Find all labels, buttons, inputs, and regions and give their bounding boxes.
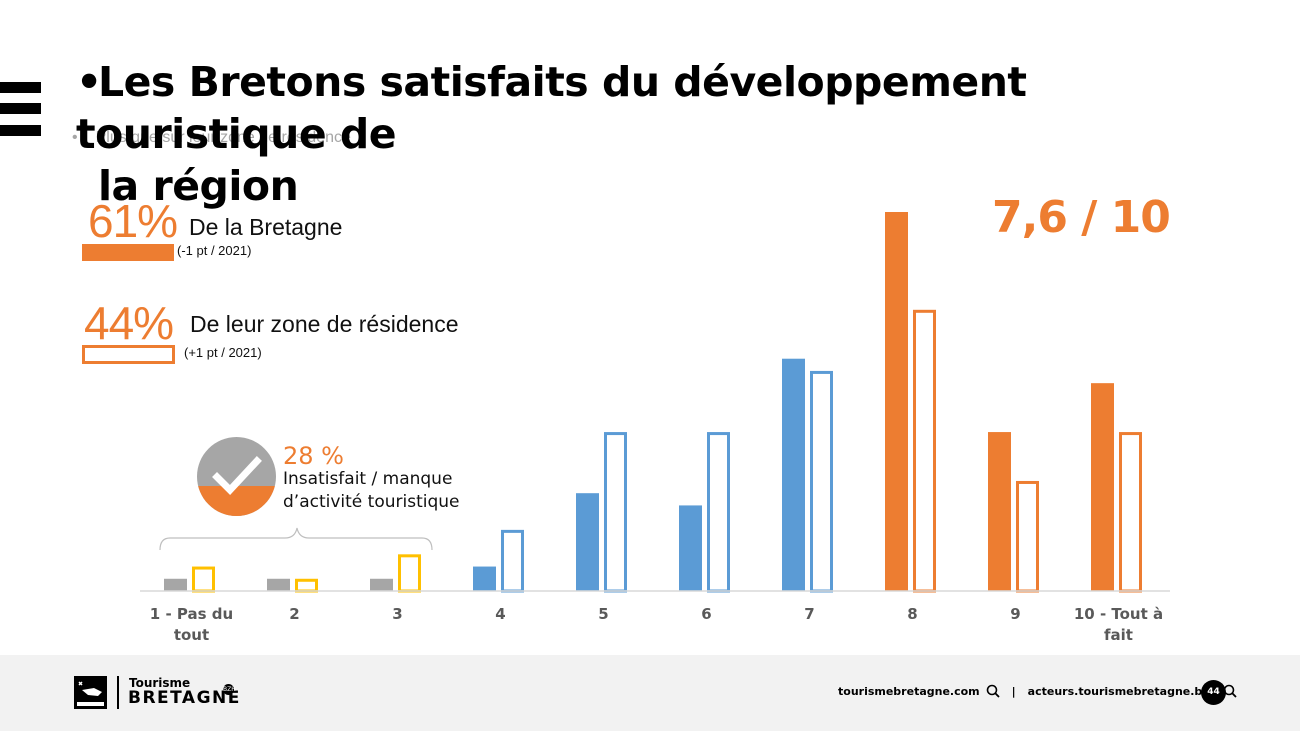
- stat-delta: (+1 pt / 2021): [184, 345, 262, 360]
- legend-swatch-outline: [82, 345, 175, 364]
- bar-bretagne-2: [267, 578, 290, 591]
- callout-text: Insatisfait / manque d’activité touristi…: [283, 468, 459, 514]
- footer: [0, 655, 1300, 731]
- link-tourismebretagne[interactable]: tourismebretagne.com: [838, 684, 980, 698]
- bar-bretagne-6: [679, 505, 702, 591]
- x-tick-label: 8: [907, 605, 917, 623]
- bar-bretagne-7: [782, 358, 805, 591]
- stat-value: 44%: [84, 297, 174, 349]
- satisfaction-chart: 1 - Pas du tout 2 3 4 5 6 7 8 9 10 - Tout à fait: [140, 212, 1170, 644]
- bar-zone-residence-4: [501, 529, 524, 593]
- footer-links: tourismebretagne.com | acteurs.tourismeb…: [838, 684, 1237, 698]
- subtitle-text: Plus que sur leur zone de résidence: [95, 129, 351, 146]
- bar-zone-residence-3: [398, 554, 421, 593]
- link-acteurs[interactable]: acteurs.tourismebretagne.bzh: [1027, 684, 1217, 698]
- bar-zone-residence-9: [1016, 480, 1039, 593]
- brace-low-scores: [159, 527, 433, 551]
- title-line-1: Les Bretons satisfaits du développement …: [76, 58, 1027, 158]
- x-tick-label: 6: [701, 605, 711, 623]
- bar-bretagne-10: [1091, 383, 1114, 591]
- region-bretagne-logo[interactable]: [74, 676, 107, 709]
- title-bullet: •: [76, 58, 102, 106]
- slide-subtitle: • Plus que sur leur zone de résidence: [72, 129, 351, 147]
- slide-title: •Les Bretons satisfaits du développement…: [76, 56, 1256, 212]
- bar-bretagne-4: [473, 566, 496, 591]
- x-tick-label: 3: [392, 605, 402, 623]
- bar-bretagne-5: [576, 493, 599, 591]
- hamburger-icon[interactable]: [0, 82, 41, 136]
- callout-text-line-1: Insatisfait / manque: [283, 469, 453, 489]
- page-number: 44: [1201, 680, 1226, 705]
- search-icon[interactable]: [986, 684, 1000, 698]
- bar-bretagne-9: [988, 432, 1011, 591]
- average-score: 7,6 / 10: [992, 192, 1171, 243]
- bar-zone-residence-7: [810, 370, 833, 593]
- x-tick-label: 2: [289, 605, 299, 623]
- stat-label: De la Bretagne: [189, 214, 343, 240]
- logo-divider: [117, 676, 119, 709]
- x-tick-label: fait: [1104, 626, 1133, 644]
- logo-text-bretagne: BRETAGNE: [128, 688, 241, 708]
- bar-zone-residence-2: [295, 578, 318, 593]
- check-circle-icon: [197, 437, 276, 516]
- callout-value: 28 %: [283, 442, 344, 470]
- x-tick-label: 5: [598, 605, 608, 623]
- stat-label: De leur zone de résidence: [190, 311, 459, 337]
- bar-zone-residence-8: [913, 309, 936, 593]
- x-tick-label: 1 - Pas du: [150, 605, 233, 623]
- bar-bretagne-3: [370, 578, 393, 591]
- bar-bretagne-1: [164, 578, 187, 591]
- x-tick-label: 4: [495, 605, 505, 623]
- subtitle-bullet: •: [72, 129, 78, 146]
- bar-zone-residence-5: [604, 432, 627, 593]
- logo-text-tourisme: Tourisme: [129, 676, 191, 690]
- title-line-2: la région: [98, 162, 299, 210]
- x-tick-label: 9: [1010, 605, 1020, 623]
- bar-zone-residence-10: [1119, 432, 1142, 593]
- bar-zone-residence-6: [707, 432, 730, 593]
- legend-swatch-filled: [82, 244, 174, 261]
- x-tick-label: 7: [804, 605, 814, 623]
- stat-value: 61%: [88, 195, 178, 247]
- bar-bretagne-8: [885, 212, 908, 591]
- callout-text-line-2: d’activité touristique: [283, 492, 460, 512]
- x-tick-label: tout: [174, 626, 209, 644]
- x-tick-label: 10 - Tout à: [1074, 605, 1163, 623]
- bzh-badge-icon: BZH: [223, 684, 236, 695]
- stat-delta: (-1 pt / 2021): [177, 243, 252, 258]
- bar-zone-residence-1: [192, 566, 215, 593]
- link-separator: |: [1011, 684, 1016, 698]
